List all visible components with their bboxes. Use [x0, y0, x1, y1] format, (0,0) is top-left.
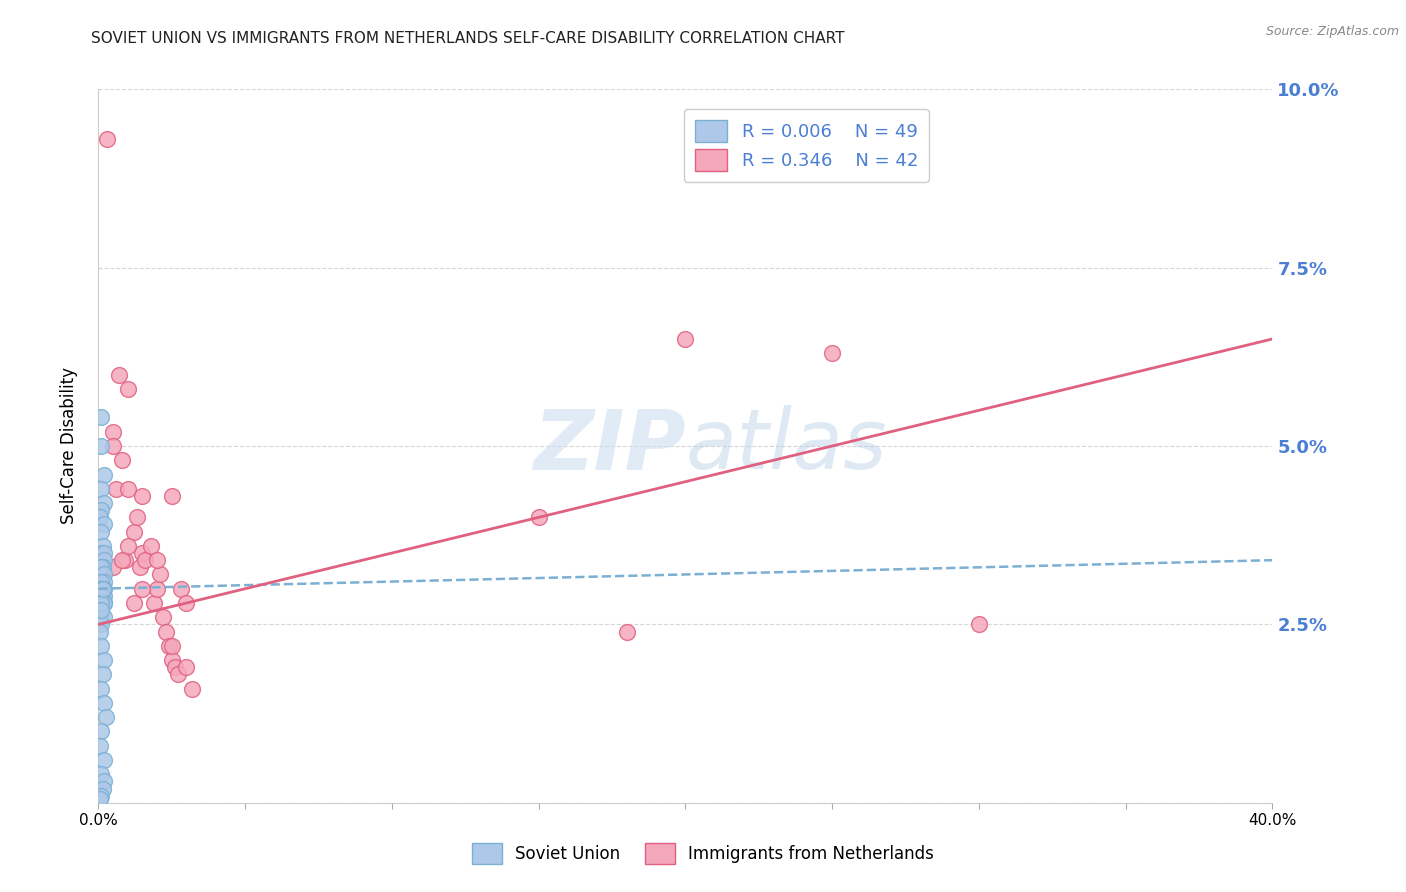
- Point: [181, 681, 204, 696]
- Legend: R = 0.006    N = 49, R = 0.346    N = 42: R = 0.006 N = 49, R = 0.346 N = 42: [683, 109, 929, 182]
- Point: [149, 567, 172, 582]
- Point: [160, 639, 183, 653]
- Point: [146, 582, 169, 596]
- Point: [93, 589, 115, 603]
- Point: [527, 510, 550, 524]
- Point: [89, 624, 111, 639]
- Point: [117, 382, 139, 396]
- Text: Source: ZipAtlas.com: Source: ZipAtlas.com: [1265, 25, 1399, 38]
- Point: [155, 624, 177, 639]
- Point: [93, 517, 115, 532]
- Point: [111, 453, 134, 467]
- Point: [93, 467, 115, 482]
- Point: [134, 553, 156, 567]
- Text: SOVIET UNION VS IMMIGRANTS FROM NETHERLANDS SELF-CARE DISABILITY CORRELATION CHA: SOVIET UNION VS IMMIGRANTS FROM NETHERLA…: [91, 31, 845, 46]
- Point: [114, 553, 136, 567]
- Point: [90, 596, 112, 610]
- Point: [89, 582, 111, 596]
- Point: [90, 574, 112, 589]
- Point: [131, 489, 153, 503]
- Point: [105, 482, 128, 496]
- Point: [128, 560, 150, 574]
- Point: [967, 617, 990, 632]
- Point: [91, 781, 114, 796]
- Point: [93, 596, 115, 610]
- Point: [90, 439, 112, 453]
- Point: [91, 539, 114, 553]
- Point: [176, 660, 198, 674]
- Point: [108, 368, 131, 382]
- Point: [675, 332, 697, 346]
- Point: [90, 767, 112, 781]
- Point: [117, 539, 139, 553]
- Point: [90, 524, 112, 539]
- Point: [169, 582, 191, 596]
- Point: [91, 589, 114, 603]
- Point: [93, 696, 115, 710]
- Point: [90, 603, 112, 617]
- Text: atlas: atlas: [686, 406, 887, 486]
- Point: [89, 510, 111, 524]
- Point: [160, 653, 183, 667]
- Point: [616, 624, 638, 639]
- Point: [146, 553, 169, 567]
- Point: [131, 582, 153, 596]
- Point: [90, 546, 112, 560]
- Point: [91, 582, 114, 596]
- Point: [90, 681, 112, 696]
- Point: [131, 546, 153, 560]
- Point: [93, 546, 115, 560]
- Point: [101, 439, 124, 453]
- Point: [111, 553, 134, 567]
- Point: [89, 792, 111, 806]
- Text: ZIP: ZIP: [533, 406, 686, 486]
- Point: [94, 710, 117, 724]
- Point: [90, 582, 112, 596]
- Point: [141, 539, 163, 553]
- Y-axis label: Self-Care Disability: Self-Care Disability: [59, 368, 77, 524]
- Point: [101, 425, 124, 439]
- Point: [91, 560, 114, 574]
- Point: [89, 739, 111, 753]
- Legend: Soviet Union, Immigrants from Netherlands: Soviet Union, Immigrants from Netherland…: [465, 837, 941, 871]
- Point: [90, 503, 112, 517]
- Point: [90, 589, 112, 603]
- Point: [90, 560, 112, 574]
- Point: [90, 789, 112, 803]
- Point: [91, 596, 114, 610]
- Point: [90, 610, 112, 624]
- Point: [157, 639, 180, 653]
- Point: [93, 653, 115, 667]
- Point: [93, 753, 115, 767]
- Point: [93, 582, 115, 596]
- Point: [166, 667, 188, 681]
- Point: [90, 482, 112, 496]
- Point: [91, 667, 114, 681]
- Point: [122, 596, 145, 610]
- Point: [93, 774, 115, 789]
- Point: [90, 639, 112, 653]
- Point: [90, 724, 112, 739]
- Point: [90, 617, 112, 632]
- Point: [90, 410, 112, 425]
- Point: [93, 610, 115, 624]
- Point: [93, 567, 115, 582]
- Point: [125, 510, 148, 524]
- Point: [117, 482, 139, 496]
- Point: [163, 660, 186, 674]
- Point: [821, 346, 844, 360]
- Point: [93, 553, 115, 567]
- Point: [160, 489, 183, 503]
- Point: [143, 596, 166, 610]
- Point: [93, 574, 115, 589]
- Point: [93, 496, 115, 510]
- Point: [152, 610, 174, 624]
- Point: [122, 524, 145, 539]
- Point: [101, 560, 124, 574]
- Point: [96, 132, 118, 146]
- Point: [90, 603, 112, 617]
- Point: [176, 596, 198, 610]
- Point: [93, 596, 115, 610]
